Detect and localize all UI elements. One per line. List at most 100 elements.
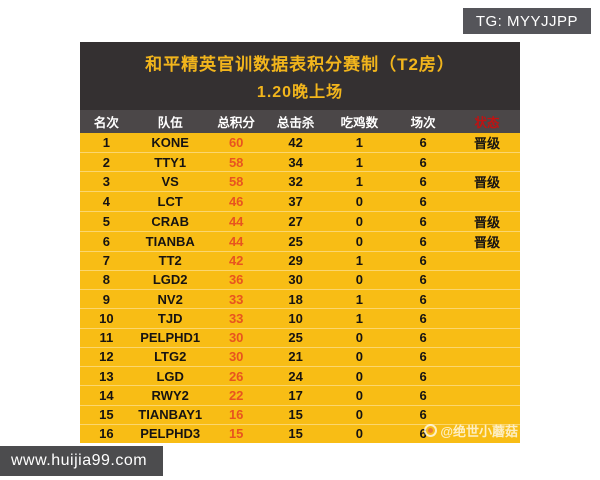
cell-rank: 8 <box>102 272 111 288</box>
cell-kills: 17 <box>288 387 303 403</box>
cell-score: 36 <box>228 272 244 288</box>
cell-chickens: 1 <box>355 310 363 326</box>
table-row: 7 TT2 42 29 1 6 <box>80 250 520 270</box>
column-header-kills: 总击杀 <box>276 116 315 130</box>
cell-status: 晋级 <box>473 214 500 230</box>
cell-rank: 14 <box>99 387 114 403</box>
cell-matches: 6 <box>419 407 427 423</box>
cell-matches: 6 <box>419 253 427 269</box>
cell-kills: 21 <box>288 349 303 365</box>
cell-rank: 13 <box>99 368 114 384</box>
weibo-watermark: @绝世小蘑菇 <box>424 421 518 440</box>
cell-chickens: 0 <box>355 233 363 249</box>
cell-score: 42 <box>228 253 244 269</box>
cell-kills: 37 <box>288 193 303 209</box>
cell-rank: 16 <box>99 426 114 442</box>
cell-matches: 6 <box>419 213 427 229</box>
cell-kills: 18 <box>288 291 303 307</box>
cell-kills: 24 <box>288 368 303 384</box>
table-title-block: 和平精英官训数据表积分赛制（T2房） 1.20晚上场 <box>80 42 520 110</box>
table-row: 12 LTG2 30 21 0 6 <box>80 346 520 366</box>
cell-rank: 2 <box>102 154 111 170</box>
table-row: 2 TTY1 58 34 1 6 <box>80 152 520 171</box>
cell-chickens: 1 <box>355 253 363 269</box>
cell-score: 22 <box>228 387 244 403</box>
cell-chickens: 1 <box>355 154 363 170</box>
table-row: 10 TJD 33 10 1 6 <box>80 308 520 327</box>
cell-matches: 6 <box>419 154 427 170</box>
cell-team: LCT <box>157 193 183 209</box>
cell-team: TIANBAY1 <box>138 407 203 423</box>
cell-matches: 6 <box>419 291 427 307</box>
cell-score: 33 <box>228 310 244 326</box>
website-badge: www.huijia99.com <box>0 446 164 476</box>
telegram-contact-badge: TG: MYYJJPP <box>462 8 591 34</box>
cell-score: 44 <box>228 213 244 229</box>
cell-kills: 25 <box>288 233 303 249</box>
cell-chickens: 0 <box>355 368 363 384</box>
cell-chickens: 0 <box>355 330 363 346</box>
cell-rank: 11 <box>99 330 114 346</box>
cell-score: 15 <box>228 426 244 442</box>
cell-score: 26 <box>228 368 244 384</box>
weibo-camera-icon <box>424 424 438 437</box>
cell-chickens: 1 <box>355 174 363 190</box>
cell-rank: 15 <box>99 407 114 423</box>
table-row: 14 RWY2 22 17 0 6 <box>80 385 520 404</box>
telegram-contact-text: TG: MYYJJPP <box>475 12 578 30</box>
cell-score: 60 <box>228 135 244 150</box>
cell-matches: 6 <box>419 193 427 209</box>
column-header-rank: 名次 <box>93 116 119 130</box>
cell-matches: 6 <box>419 310 427 326</box>
cell-score: 58 <box>228 154 244 170</box>
cell-score: 16 <box>228 407 244 423</box>
cell-matches: 6 <box>419 135 427 150</box>
table-subtitle: 1.20晚上场 <box>256 84 344 101</box>
cell-matches: 6 <box>419 233 427 249</box>
table-row: 5 CRAB 44 27 0 6 晋级 <box>80 210 520 231</box>
cell-status: 晋级 <box>473 175 500 191</box>
table-row: 6 TIANBA 44 25 0 6 晋级 <box>80 230 520 251</box>
weibo-watermark-text: @绝世小蘑菇 <box>440 424 518 439</box>
cell-status: 晋级 <box>473 234 500 250</box>
cell-matches: 6 <box>419 272 427 288</box>
cell-team: TIANBA <box>145 233 195 249</box>
cell-rank: 9 <box>102 291 111 307</box>
cell-kills: 27 <box>288 213 303 229</box>
column-header-score: 总积分 <box>217 116 255 130</box>
cell-team: LTG2 <box>154 349 187 365</box>
cell-team: RWY2 <box>151 387 189 403</box>
cell-matches: 6 <box>419 174 427 190</box>
table-title: 和平精英官训数据表积分赛制（T2房） <box>145 55 455 74</box>
column-header-status: 状态 <box>474 116 500 130</box>
cell-chickens: 0 <box>355 426 363 442</box>
cell-chickens: 0 <box>355 193 363 209</box>
table-row: 13 LGD 26 24 0 6 <box>80 366 520 385</box>
cell-kills: 30 <box>288 272 303 288</box>
cell-kills: 34 <box>288 154 303 170</box>
table-row: 15 TIANBAY1 16 15 0 6 <box>80 404 520 424</box>
table-header-row: 名次 队伍 总积分 总击杀 吃鸡数 场次 状态 <box>80 110 520 133</box>
cell-matches: 6 <box>419 426 427 442</box>
cell-chickens: 0 <box>355 272 363 288</box>
cell-team: LGD2 <box>152 272 188 288</box>
cell-kills: 15 <box>288 426 303 442</box>
cell-team: NV2 <box>157 291 183 307</box>
cell-chickens: 1 <box>355 135 363 150</box>
cell-status: 晋级 <box>473 136 500 151</box>
cell-rank: 3 <box>102 174 111 190</box>
cell-rank: 6 <box>102 233 111 249</box>
cell-team: KONE <box>151 135 189 150</box>
table-row: 11 PELPHD1 30 25 0 6 <box>80 327 520 347</box>
table-row: 4 LCT 46 37 0 6 <box>80 191 520 210</box>
cell-score: 44 <box>228 233 244 249</box>
cell-team: TTY1 <box>154 154 187 170</box>
cell-score: 33 <box>228 291 244 307</box>
column-header-team: 队伍 <box>157 116 183 130</box>
cell-score: 46 <box>228 193 244 209</box>
table-row: 1 KONE 60 42 1 6 晋级 <box>80 133 520 152</box>
cell-chickens: 0 <box>355 407 363 423</box>
cell-rank: 12 <box>99 349 114 365</box>
table-row: 3 VS 58 32 1 6 晋级 <box>80 171 520 191</box>
cell-chickens: 0 <box>355 387 363 403</box>
